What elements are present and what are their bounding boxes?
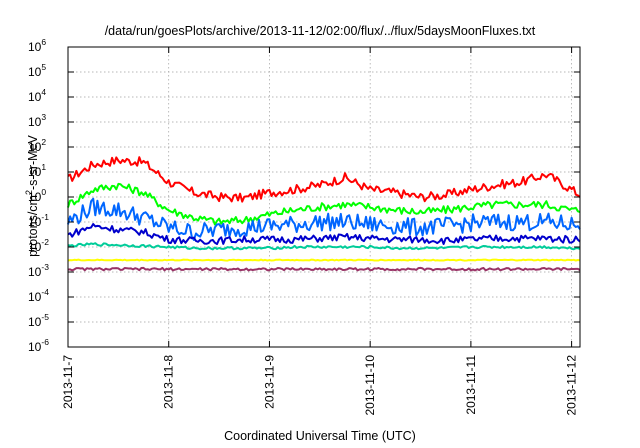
y-tick-label: 10-4 bbox=[28, 287, 49, 304]
label-layer: 10-610-510-410-310-210-11001011021031041… bbox=[28, 37, 579, 416]
tick-layer bbox=[67, 46, 580, 348]
x-tick-label: 2013-11-12 bbox=[565, 355, 579, 416]
x-tick-label: 2013-11-9 bbox=[262, 355, 276, 409]
y-tick-label-exponent: 5 bbox=[41, 62, 46, 72]
y-tick-label-base: 10 bbox=[28, 290, 42, 304]
y-tick-label-exponent: 3 bbox=[41, 112, 46, 122]
y-tick-label: 105 bbox=[28, 62, 46, 79]
y-tick-label-exponent: 0 bbox=[41, 187, 46, 197]
x-tick-label: 2013-11-10 bbox=[363, 355, 377, 416]
series-layer bbox=[67, 156, 581, 272]
x-axis-label: Coordinated Universal Time (UTC) bbox=[224, 429, 416, 443]
series-line-3 bbox=[67, 197, 581, 241]
y-tick-label-base: 10 bbox=[28, 40, 42, 54]
y-tick-label: 102 bbox=[28, 137, 46, 154]
y-tick-label-base: 10 bbox=[28, 115, 42, 129]
series-line-2 bbox=[67, 182, 581, 226]
y-tick-label: 10-1 bbox=[28, 212, 49, 229]
y-tick-label-exponent: 6 bbox=[41, 37, 46, 47]
y-tick-label: 101 bbox=[28, 162, 46, 179]
y-tick-label: 10-3 bbox=[28, 262, 49, 279]
y-tick-label-exponent: -3 bbox=[41, 262, 49, 272]
y-tick-label-exponent: 4 bbox=[41, 87, 46, 97]
x-tick-label: 2013-11-7 bbox=[61, 355, 75, 409]
y-tick-label: 100 bbox=[28, 187, 46, 204]
y-tick-label-exponent: -5 bbox=[41, 312, 49, 322]
y-tick-label-exponent: 1 bbox=[41, 162, 46, 172]
x-tick-label: 2013-11-11 bbox=[464, 355, 478, 415]
y-tick-label-base: 10 bbox=[28, 215, 42, 229]
y-tick-label-base: 10 bbox=[28, 265, 42, 279]
y-tick-label-base: 10 bbox=[28, 65, 42, 79]
y-tick-label-exponent: -4 bbox=[41, 287, 49, 297]
series-line-5 bbox=[67, 242, 581, 251]
y-tick-label-base: 10 bbox=[28, 315, 42, 329]
series-line-6 bbox=[67, 258, 581, 262]
series-line-1 bbox=[67, 156, 581, 203]
chart-title: /data/run/goesPlots/archive/2013-11-12/0… bbox=[104, 24, 536, 38]
y-tick-label: 104 bbox=[28, 87, 46, 104]
x-tick-label: 2013-11-8 bbox=[162, 355, 176, 409]
y-tick-label: 10-5 bbox=[28, 312, 49, 329]
y-tick-label-base: 10 bbox=[28, 190, 42, 204]
y-tick-label-base: 10 bbox=[28, 340, 42, 354]
grid-layer bbox=[68, 47, 580, 347]
series-line-7 bbox=[67, 266, 581, 272]
y-tick-label-exponent: 2 bbox=[41, 137, 46, 147]
y-tick-label-base: 10 bbox=[28, 240, 42, 254]
y-tick-label: 10-2 bbox=[28, 237, 49, 254]
y-tick-label: 106 bbox=[28, 37, 46, 54]
y-tick-label: 10-6 bbox=[28, 337, 49, 354]
y-tick-label: 103 bbox=[28, 112, 46, 129]
y-tick-label-base: 10 bbox=[28, 165, 42, 179]
series-line-4 bbox=[67, 223, 581, 246]
y-tick-label-base: 10 bbox=[28, 90, 42, 104]
y-tick-label-base: 10 bbox=[28, 140, 42, 154]
y-tick-label-exponent: -6 bbox=[41, 337, 49, 347]
y-tick-label-exponent: -1 bbox=[41, 212, 49, 222]
y-tick-label-exponent: -2 bbox=[41, 237, 49, 247]
